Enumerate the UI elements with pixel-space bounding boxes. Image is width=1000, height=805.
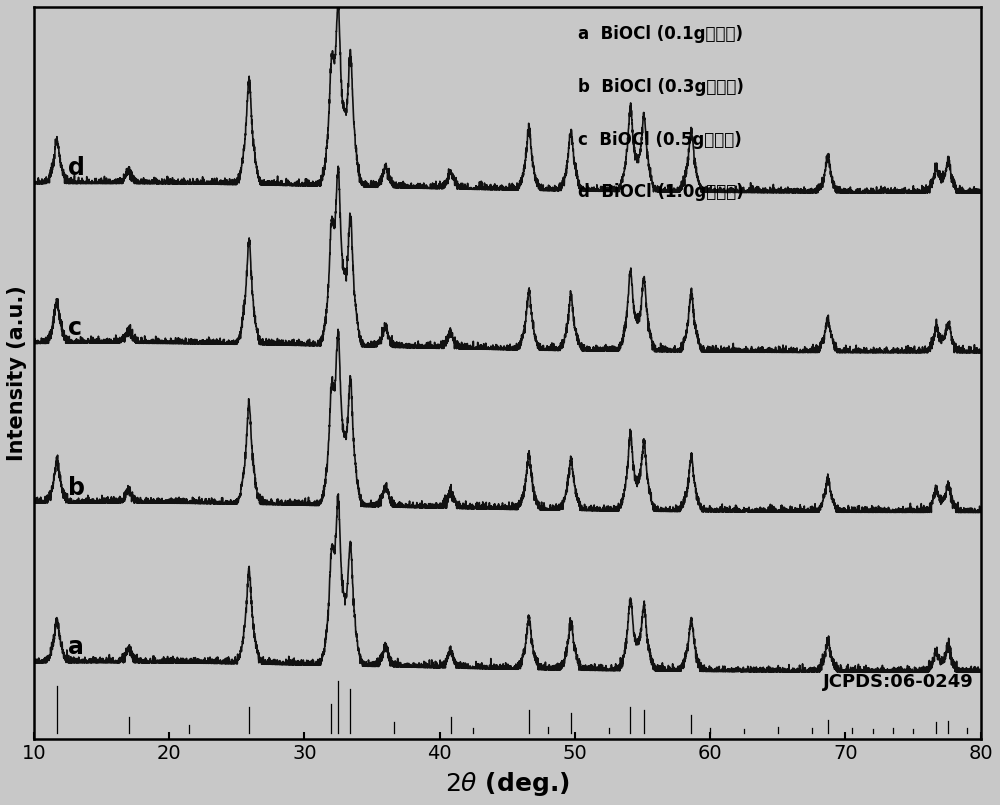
Text: JCPDS:06-0249: JCPDS:06-0249 — [823, 673, 974, 691]
X-axis label: $2\theta$ (deg.): $2\theta$ (deg.) — [445, 770, 570, 798]
Text: d: d — [68, 156, 85, 180]
Text: a  BiOCl (0.1g葬药糖): a BiOCl (0.1g葬药糖) — [578, 25, 743, 43]
Text: b  BiOCl (0.3g葬药糖): b BiOCl (0.3g葬药糖) — [578, 78, 744, 96]
Text: d  BiOCl (1.0g葬药糖): d BiOCl (1.0g葬药糖) — [578, 184, 744, 201]
Text: b: b — [68, 476, 85, 500]
Text: a: a — [68, 635, 84, 659]
Y-axis label: Intensity (a.u.): Intensity (a.u.) — [7, 285, 27, 461]
Text: c  BiOCl (0.5g葬药糖): c BiOCl (0.5g葬药糖) — [578, 130, 742, 149]
Text: c: c — [68, 316, 82, 340]
